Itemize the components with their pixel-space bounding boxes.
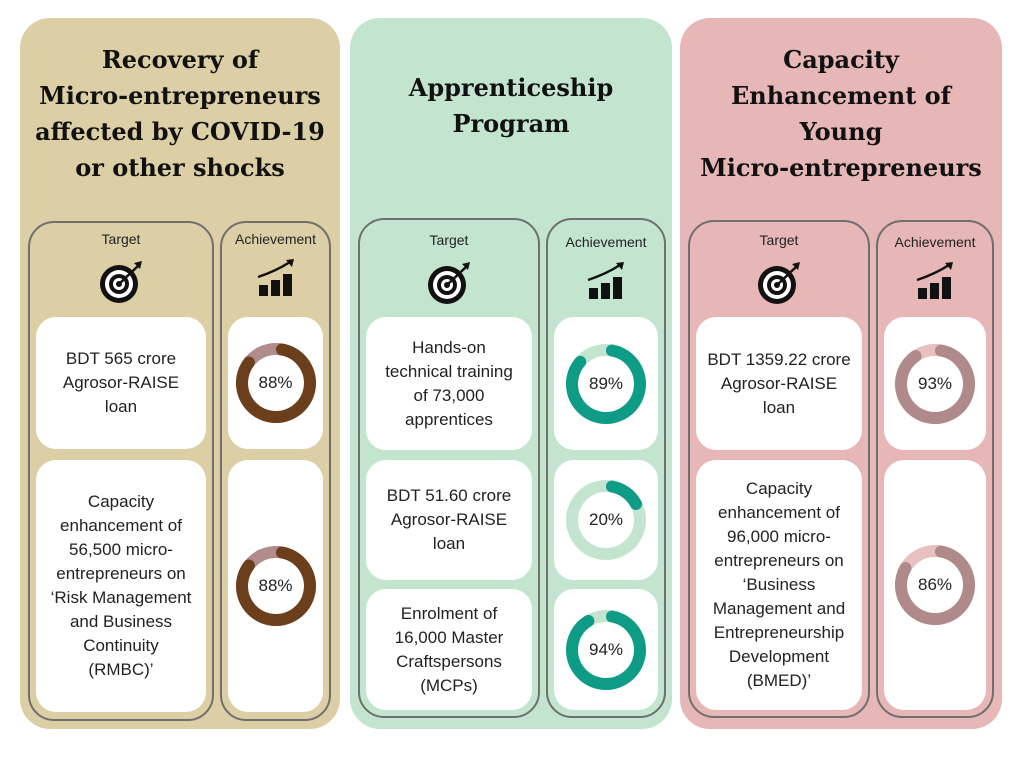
donut-label: 88% [258, 576, 293, 595]
donut-label: 88% [258, 373, 293, 392]
target-icon [756, 260, 802, 311]
panel-title: Apprenticeship Program [408, 73, 614, 138]
donut-chart: 88% [234, 544, 317, 628]
donut-arc [566, 609, 646, 690]
target-card: Capacity enhancement of 96,000 micro- en… [696, 460, 862, 710]
donut-chart: 89% [564, 342, 648, 426]
achievement-card: 88% [228, 460, 323, 712]
target-card: Capacity enhancement of 56,500 micro- en… [36, 460, 206, 712]
donut-label: 93% [917, 373, 953, 393]
achievement-card: 20% [554, 460, 658, 580]
achievement-heading: Achievement [565, 234, 647, 250]
panel-title: Capacity Enhancement of Young Micro-entr… [700, 45, 982, 182]
achievement-heading: Achievement [235, 231, 316, 247]
donut-arc [895, 343, 975, 424]
target-icon [426, 260, 472, 311]
growth-chart-icon [915, 262, 955, 305]
achievement-column: Achievement 88% 88% [220, 221, 331, 721]
target-column: Target Hands-on technical training of 73… [358, 218, 540, 718]
donut-arc [566, 479, 646, 560]
achievement-card: 93% [884, 317, 986, 450]
donut-arc [236, 343, 316, 423]
target-card: BDT 51.60 crore Agrosor-RAISE loan [366, 460, 532, 580]
donut-chart: 93% [893, 342, 977, 426]
target-heading: Target [759, 232, 799, 248]
donut-chart: 86% [893, 543, 977, 627]
target-heading: Target [101, 231, 141, 247]
achievement-heading: Achievement [894, 234, 976, 250]
target-card: Enrolment of 16,000 Master Craftspersons… [366, 589, 532, 710]
donut-arc [236, 545, 316, 626]
donut-chart: 94% [564, 608, 648, 692]
panel-title: Recovery of Micro-entrepreneurs affected… [35, 45, 325, 182]
donut-label: 20% [588, 510, 624, 529]
target-heading: Target [429, 232, 469, 248]
achievement-card: 88% [228, 317, 323, 449]
achievement-column: Achievement 93% 86% [876, 220, 994, 718]
donut-arc [895, 544, 975, 625]
target-column: Target BDT 565 crore Agrosor-RAISE loan … [28, 221, 214, 721]
target-card: BDT 565 crore Agrosor-RAISE loan [36, 317, 206, 449]
achievement-card: 89% [554, 317, 658, 450]
donut-label: 94% [588, 639, 624, 659]
panel-young-entrepreneurs: Capacity Enhancement of Young Micro-entr… [680, 18, 1002, 729]
target-card: BDT 1359.22 crore Agrosor-RAISE loan [696, 317, 862, 450]
achievement-column: Achievement 89% 20% 94% [546, 218, 666, 718]
donut-chart: 20% [564, 478, 648, 562]
donut-label: 86% [917, 575, 953, 594]
panel-covid-recovery: Recovery of Micro-entrepreneurs affected… [20, 18, 340, 729]
growth-chart-icon [586, 262, 626, 305]
growth-chart-icon [256, 259, 296, 302]
target-card: Hands-on technical training of 73,000 ap… [366, 317, 532, 450]
panel-apprenticeship: Apprenticeship Program Target Hands-on t… [350, 18, 672, 729]
target-column: Target BDT 1359.22 crore Agrosor-RAISE l… [688, 220, 870, 718]
achievement-card: 86% [884, 460, 986, 710]
donut-label: 89% [588, 373, 624, 393]
donut-arc [566, 343, 646, 424]
donut-chart: 88% [234, 341, 317, 425]
target-icon [98, 259, 144, 310]
achievement-card: 94% [554, 589, 658, 710]
